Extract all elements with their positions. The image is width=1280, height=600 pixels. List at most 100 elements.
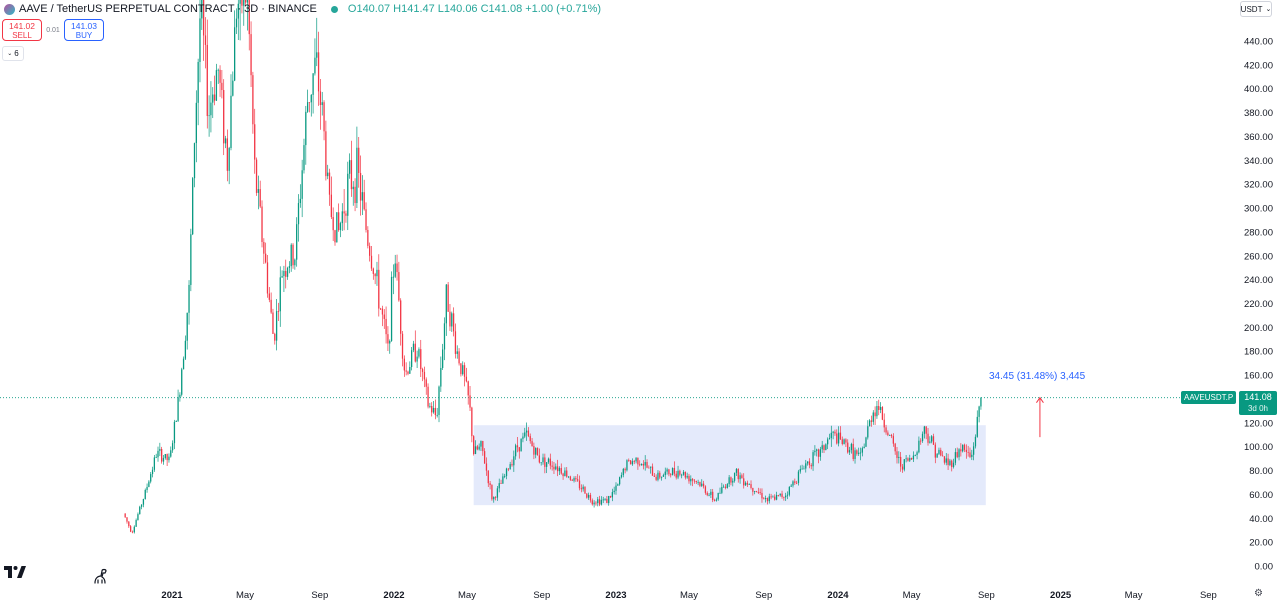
- candle-body: [427, 386, 429, 407]
- candle-body: [401, 333, 404, 359]
- candle-body: [761, 492, 763, 499]
- candle-body: [920, 440, 922, 442]
- candle-body: [584, 486, 586, 494]
- aave-logo-icon: [4, 3, 15, 15]
- candle-body: [726, 484, 728, 488]
- candle-body: [350, 160, 353, 190]
- y-tick-label: 320.00: [1244, 180, 1273, 191]
- candle-body: [212, 94, 214, 103]
- candle-body: [489, 483, 491, 486]
- candle-body: [204, 35, 207, 45]
- candle-body: [297, 203, 300, 225]
- candle-body: [161, 448, 163, 462]
- candle-body: [724, 486, 727, 488]
- candle-body: [182, 358, 185, 370]
- candle-body: [443, 323, 446, 350]
- tradingview-logo-icon[interactable]: [4, 566, 26, 578]
- candle-body: [414, 343, 416, 362]
- candle-body: [327, 172, 329, 177]
- candle-body: [812, 452, 814, 467]
- candle-body: [562, 473, 564, 477]
- candle-body: [644, 462, 646, 466]
- candle-body: [757, 492, 759, 493]
- candle-body: [737, 468, 739, 480]
- buy-button[interactable]: 141.03 BUY: [64, 19, 104, 41]
- candle-body: [451, 313, 453, 327]
- candle-body: [819, 449, 822, 457]
- candle-body: [392, 276, 395, 278]
- settings-icon[interactable]: ⚙: [1254, 588, 1263, 599]
- candle-body: [356, 147, 358, 204]
- candle-body: [522, 436, 524, 439]
- candle-body: [743, 478, 745, 486]
- candle-body: [166, 454, 168, 461]
- candle-body: [547, 458, 550, 463]
- symbol-title[interactable]: AAVE / TetherUS PERPETUAL CONTRACT · 3D …: [19, 3, 317, 15]
- y-tick-label: 220.00: [1244, 299, 1273, 310]
- candle-body: [292, 244, 294, 266]
- candle-body: [785, 495, 787, 498]
- candle-body: [186, 312, 188, 341]
- candle-body: [390, 276, 393, 341]
- candle-body: [544, 457, 546, 467]
- x-tick-label: May: [236, 590, 254, 600]
- candle-body: [250, 34, 252, 76]
- candle-body: [927, 433, 929, 443]
- candle-body: [684, 471, 686, 478]
- candle-body: [285, 271, 287, 277]
- candle-body: [980, 397, 982, 407]
- candle-body: [400, 300, 402, 334]
- candle-body: [511, 464, 513, 466]
- candle-body: [845, 439, 847, 443]
- candle-body: [759, 492, 761, 493]
- candle-body: [923, 426, 926, 434]
- candle-body: [859, 452, 862, 454]
- candle-body: [363, 192, 365, 210]
- candle-body: [334, 230, 336, 243]
- candle-body: [184, 340, 187, 359]
- candle-body: [896, 451, 898, 459]
- candle-body: [259, 189, 261, 207]
- candle-body: [456, 351, 458, 354]
- candle-body: [465, 376, 468, 382]
- candle-body: [962, 444, 964, 452]
- sell-label: SELL: [12, 31, 32, 40]
- candle-body: [830, 432, 832, 439]
- candle-body: [686, 475, 688, 478]
- sell-button[interactable]: 141.02 SELL: [2, 19, 42, 41]
- candle-body: [931, 436, 933, 442]
- candle-body: [524, 432, 526, 437]
- candle-body: [148, 481, 150, 487]
- currency-selector[interactable]: USDT ⌄: [1240, 1, 1272, 17]
- candle-body: [870, 420, 873, 422]
- candle-body: [858, 452, 860, 454]
- candle-body: [885, 427, 887, 433]
- candle-body: [553, 466, 555, 470]
- candle-body: [810, 465, 812, 467]
- dino-icon[interactable]: [92, 567, 110, 585]
- candle-body: [898, 456, 900, 459]
- candle-body: [162, 457, 165, 462]
- candle-body: [892, 436, 894, 444]
- y-tick-label: 260.00: [1244, 251, 1273, 262]
- candle-body: [379, 308, 382, 310]
- candle-body: [600, 499, 603, 505]
- candle-body: [452, 313, 455, 332]
- candle-body: [910, 458, 913, 460]
- indicators-toggle[interactable]: ⌄ 6: [2, 46, 24, 61]
- candle-body: [129, 526, 132, 532]
- candle-body: [265, 253, 267, 263]
- candle-body: [533, 446, 535, 455]
- candle-body: [854, 450, 856, 460]
- candle-body: [936, 453, 938, 458]
- candle-body: [746, 482, 749, 485]
- candle-body: [150, 474, 152, 482]
- candle-body: [604, 498, 606, 500]
- candle-body: [551, 465, 553, 467]
- candle-body: [418, 349, 420, 357]
- candle-body: [208, 115, 210, 117]
- candle-body: [889, 434, 891, 436]
- candle-body: [239, 0, 241, 4]
